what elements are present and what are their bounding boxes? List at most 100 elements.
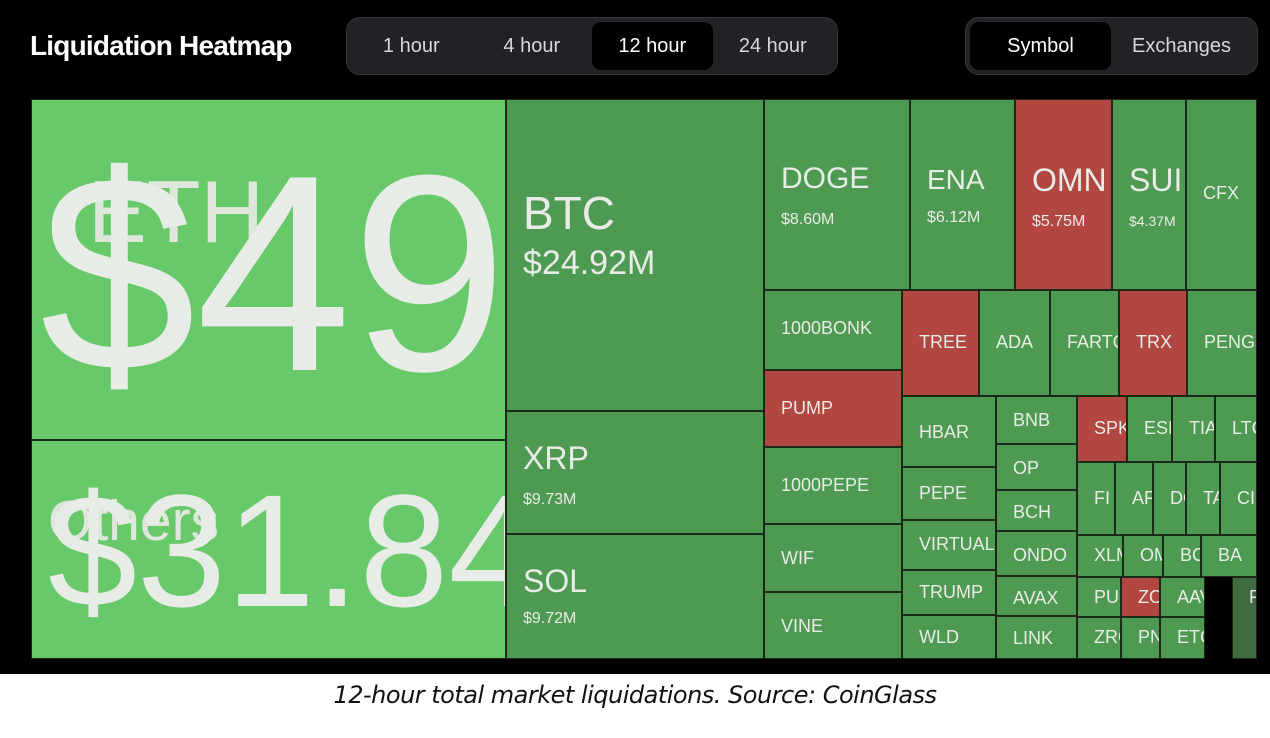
treemap-tile-esi[interactable]: ESI [1127,396,1172,462]
treemap-tile-pnu[interactable]: PNU [1121,617,1160,659]
tile-symbol: TIA [1189,418,1215,438]
tile-symbol: LTC [1232,418,1256,438]
tile-symbol: AAV [1177,587,1204,607]
tile-symbol: DO [1170,488,1185,508]
tab-24-hour[interactable]: 24 hour [738,35,807,57]
tile-symbol: TREE [919,332,968,352]
treemap-tile-wld[interactable]: WLD [902,615,996,659]
treemap-tile-wif[interactable]: WIF [764,524,902,592]
tile-symbol: F [1249,588,1256,606]
treemap-tile-aav[interactable]: AAV [1160,577,1205,617]
treemap-tile-do[interactable]: DO [1153,462,1186,535]
tile-symbol: ENA [927,164,985,195]
treemap-tile-vine[interactable]: VINE [764,592,902,659]
treemap-tile-ta[interactable]: TA [1186,462,1220,535]
treemap-tile-pump[interactable]: PUMP [764,370,902,447]
treemap-tile-xlm[interactable]: XLM [1077,535,1123,577]
tile-symbol: AF [1132,488,1153,508]
tile-symbol: 1000PEPE [781,475,870,495]
tile-symbol: TRUMP [919,582,983,602]
tile-value: $4.37M [1129,213,1176,229]
treemap-tile-pum[interactable]: PUM [1077,577,1121,617]
treemap-tile-tia[interactable]: TIA [1172,396,1215,462]
tile-symbol: VINE [781,616,824,636]
treemap-tile-doge[interactable]: DOGE $8.60M [764,99,910,290]
treemap-tile-trx[interactable]: TRX [1119,290,1187,396]
tile-value: $6.12M [927,209,981,226]
tile-symbol: ESI [1144,418,1172,438]
treemap-tile-eth[interactable]: ETH$49.76M [31,99,506,440]
tab-1-hour[interactable]: 1 hour [382,35,440,57]
tile-symbol: CFX [1203,183,1239,203]
treemap-tile-fi[interactable]: FI [1077,462,1115,535]
tile-symbol: WLD [919,627,959,647]
treemap-tile-f[interactable]: F [1232,577,1257,659]
treemap-tile-etc[interactable]: ETC [1160,617,1205,659]
page-title: Liquidation Heatmap [30,30,293,61]
tile-symbol: PUMP [781,398,834,418]
treemap-tile-link[interactable]: LINK [996,616,1077,659]
tab-symbol[interactable]: Symbol [970,22,1111,70]
treemap-tile-ltc[interactable]: LTC [1215,396,1257,462]
treemap-tile-hbar[interactable]: HBAR [902,396,996,467]
treemap-tile-ci[interactable]: CI [1220,462,1257,535]
tile-symbol: CI [1237,488,1255,508]
tile-symbol: TA [1203,488,1219,508]
treemap-tile-zrc[interactable]: ZRC [1077,617,1121,659]
treemap-tile-fartc[interactable]: FARTC [1050,290,1119,396]
treemap-tile-om[interactable]: OM [1123,535,1163,577]
treemap-tile-bnb[interactable]: BNB [996,396,1077,444]
treemap-tile-op[interactable]: OP [996,444,1077,490]
tile-symbol: ADA [996,332,1034,352]
treemap-tile-sui[interactable]: SUI $4.37M [1112,99,1186,290]
treemap-tile-spk[interactable]: SPK [1077,396,1127,462]
tile-symbol: XRP [523,440,589,476]
tile-symbol: OP [1013,458,1040,478]
treemap-tile-ba[interactable]: BA [1201,535,1257,577]
treemap-tile-tree[interactable]: TREE [902,290,979,396]
tab-12-hour[interactable]: 12 hour [592,22,713,70]
treemap-tile-omn[interactable]: OMN $5.75M [1015,99,1112,290]
treemap-tile-zor[interactable]: ZOR [1121,577,1160,617]
tab-exchanges[interactable]: Exchanges [1132,35,1231,57]
tile-symbol: BTC [523,187,615,239]
treemap-tile-af[interactable]: AF [1115,462,1153,535]
tile-symbol: AVAX [1013,588,1059,608]
tile-symbol: DOGE [781,162,870,195]
tile-value: $31.84M [48,461,505,640]
tile-value: $5.75M [1032,213,1086,230]
treemap-tile-cfx[interactable]: CFX [1186,99,1257,290]
tab-4-hour[interactable]: 4 hour [503,35,561,57]
treemap-tile-pepe[interactable]: PEPE [902,467,996,520]
treemap-tile-btc[interactable]: BTC $24.92M [506,99,764,411]
treemap-tile-1000pepe[interactable]: 1000PEPE [764,447,902,524]
tile-value: $8.60M [781,211,835,228]
tile-symbol: OM [1140,545,1162,565]
treemap-tile-xrp[interactable]: XRP $9.73M [506,411,764,534]
tile-symbol: BNB [1013,410,1051,430]
tile-symbol: PEPE [919,483,968,503]
treemap-tile-avax[interactable]: AVAX [996,576,1077,616]
treemap-tile-ena[interactable]: ENA $6.12M [910,99,1015,290]
figure-caption: 12-hour total market liquidations. Sourc… [333,681,937,709]
treemap-tile-1000bonk[interactable]: 1000BONK [764,290,902,370]
treemap-tile-trump[interactable]: TRUMP [902,570,996,615]
treemap-tile-virtual[interactable]: VIRTUAL [902,520,996,570]
tile-symbol: XLM [1094,545,1122,565]
tile-symbol: SPK [1094,418,1127,438]
treemap-tile-ada[interactable]: ADA [979,290,1050,396]
treemap-tile-bch[interactable]: BCH [996,490,1077,531]
treemap-tile-bc[interactable]: BC [1163,535,1201,577]
treemap-tile-sol[interactable]: SOL $9.72M [506,534,764,659]
tile-symbol: Others [48,489,220,553]
tile-symbol: PUM [1094,587,1120,607]
treemap-tile-pengu[interactable]: PENGU [1187,290,1257,396]
tile-symbol: ETH [88,162,264,261]
tile-symbol: VIRTUAL [919,534,995,554]
tile-symbol: LINK [1013,628,1054,648]
tile-value: $9.73M [523,491,577,508]
treemap-tile-others[interactable]: Others$31.84M [31,440,506,659]
timeframe-selector: 1 hour 4 hour 12 hour 24 hour [346,17,838,75]
treemap-tile-ondo[interactable]: ONDO [996,531,1077,576]
heatmap-panel: Liquidation Heatmap 1 hour 4 hour 12 hou… [0,0,1270,674]
